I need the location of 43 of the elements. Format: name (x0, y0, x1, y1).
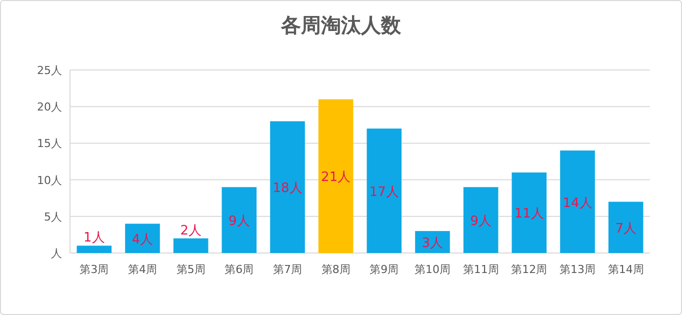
bar (318, 99, 354, 253)
x-tick-label: 第14周 (608, 263, 644, 276)
x-tick-label: 第7周 (273, 263, 302, 276)
y-tick-label: 5人 (44, 210, 62, 224)
data-label: 17人 (369, 184, 399, 200)
x-tick-label: 第12周 (511, 263, 548, 276)
data-label: 2人 (180, 223, 202, 238)
bar (463, 187, 498, 253)
data-label: 7人 (615, 221, 636, 236)
data-label: 3人 (422, 236, 444, 252)
bar (125, 224, 160, 253)
x-tick-label: 第3周 (80, 263, 109, 276)
y-tick-label: 10人 (37, 174, 62, 187)
x-tick-label: 第8周 (321, 263, 350, 276)
bar (222, 187, 257, 253)
y-tick-label: 15人 (37, 137, 62, 150)
data-label: 11人 (514, 206, 544, 222)
chart-title: 各周淘汰人数 (280, 13, 402, 37)
x-tick-label: 第13周 (560, 263, 596, 276)
bar (608, 202, 644, 253)
bar (366, 128, 402, 253)
bar (173, 238, 208, 253)
x-tick-label: 第10周 (414, 263, 450, 276)
x-tick-label: 第6周 (224, 263, 254, 276)
y-tick-label: 20人 (37, 100, 62, 114)
bar (76, 246, 112, 253)
x-tick-label: 第4周 (128, 263, 157, 276)
data-label: 14人 (562, 196, 592, 211)
data-label: 1人 (84, 230, 105, 246)
data-label: 4人 (132, 232, 154, 248)
x-tick-label: 第9周 (370, 263, 399, 276)
x-tick-label: 第11周 (462, 263, 499, 276)
bar (560, 150, 595, 253)
x-tick-label: 第5周 (176, 263, 206, 276)
y-tick-label: 人 (51, 247, 62, 260)
data-label: 9人 (228, 214, 250, 230)
bar (415, 231, 450, 253)
bar (512, 172, 547, 253)
bar (270, 121, 305, 253)
data-label: 18人 (272, 181, 302, 196)
data-label: 21人 (321, 170, 351, 186)
y-tick-label: 25人 (37, 64, 62, 77)
data-label: 9人 (470, 214, 492, 230)
